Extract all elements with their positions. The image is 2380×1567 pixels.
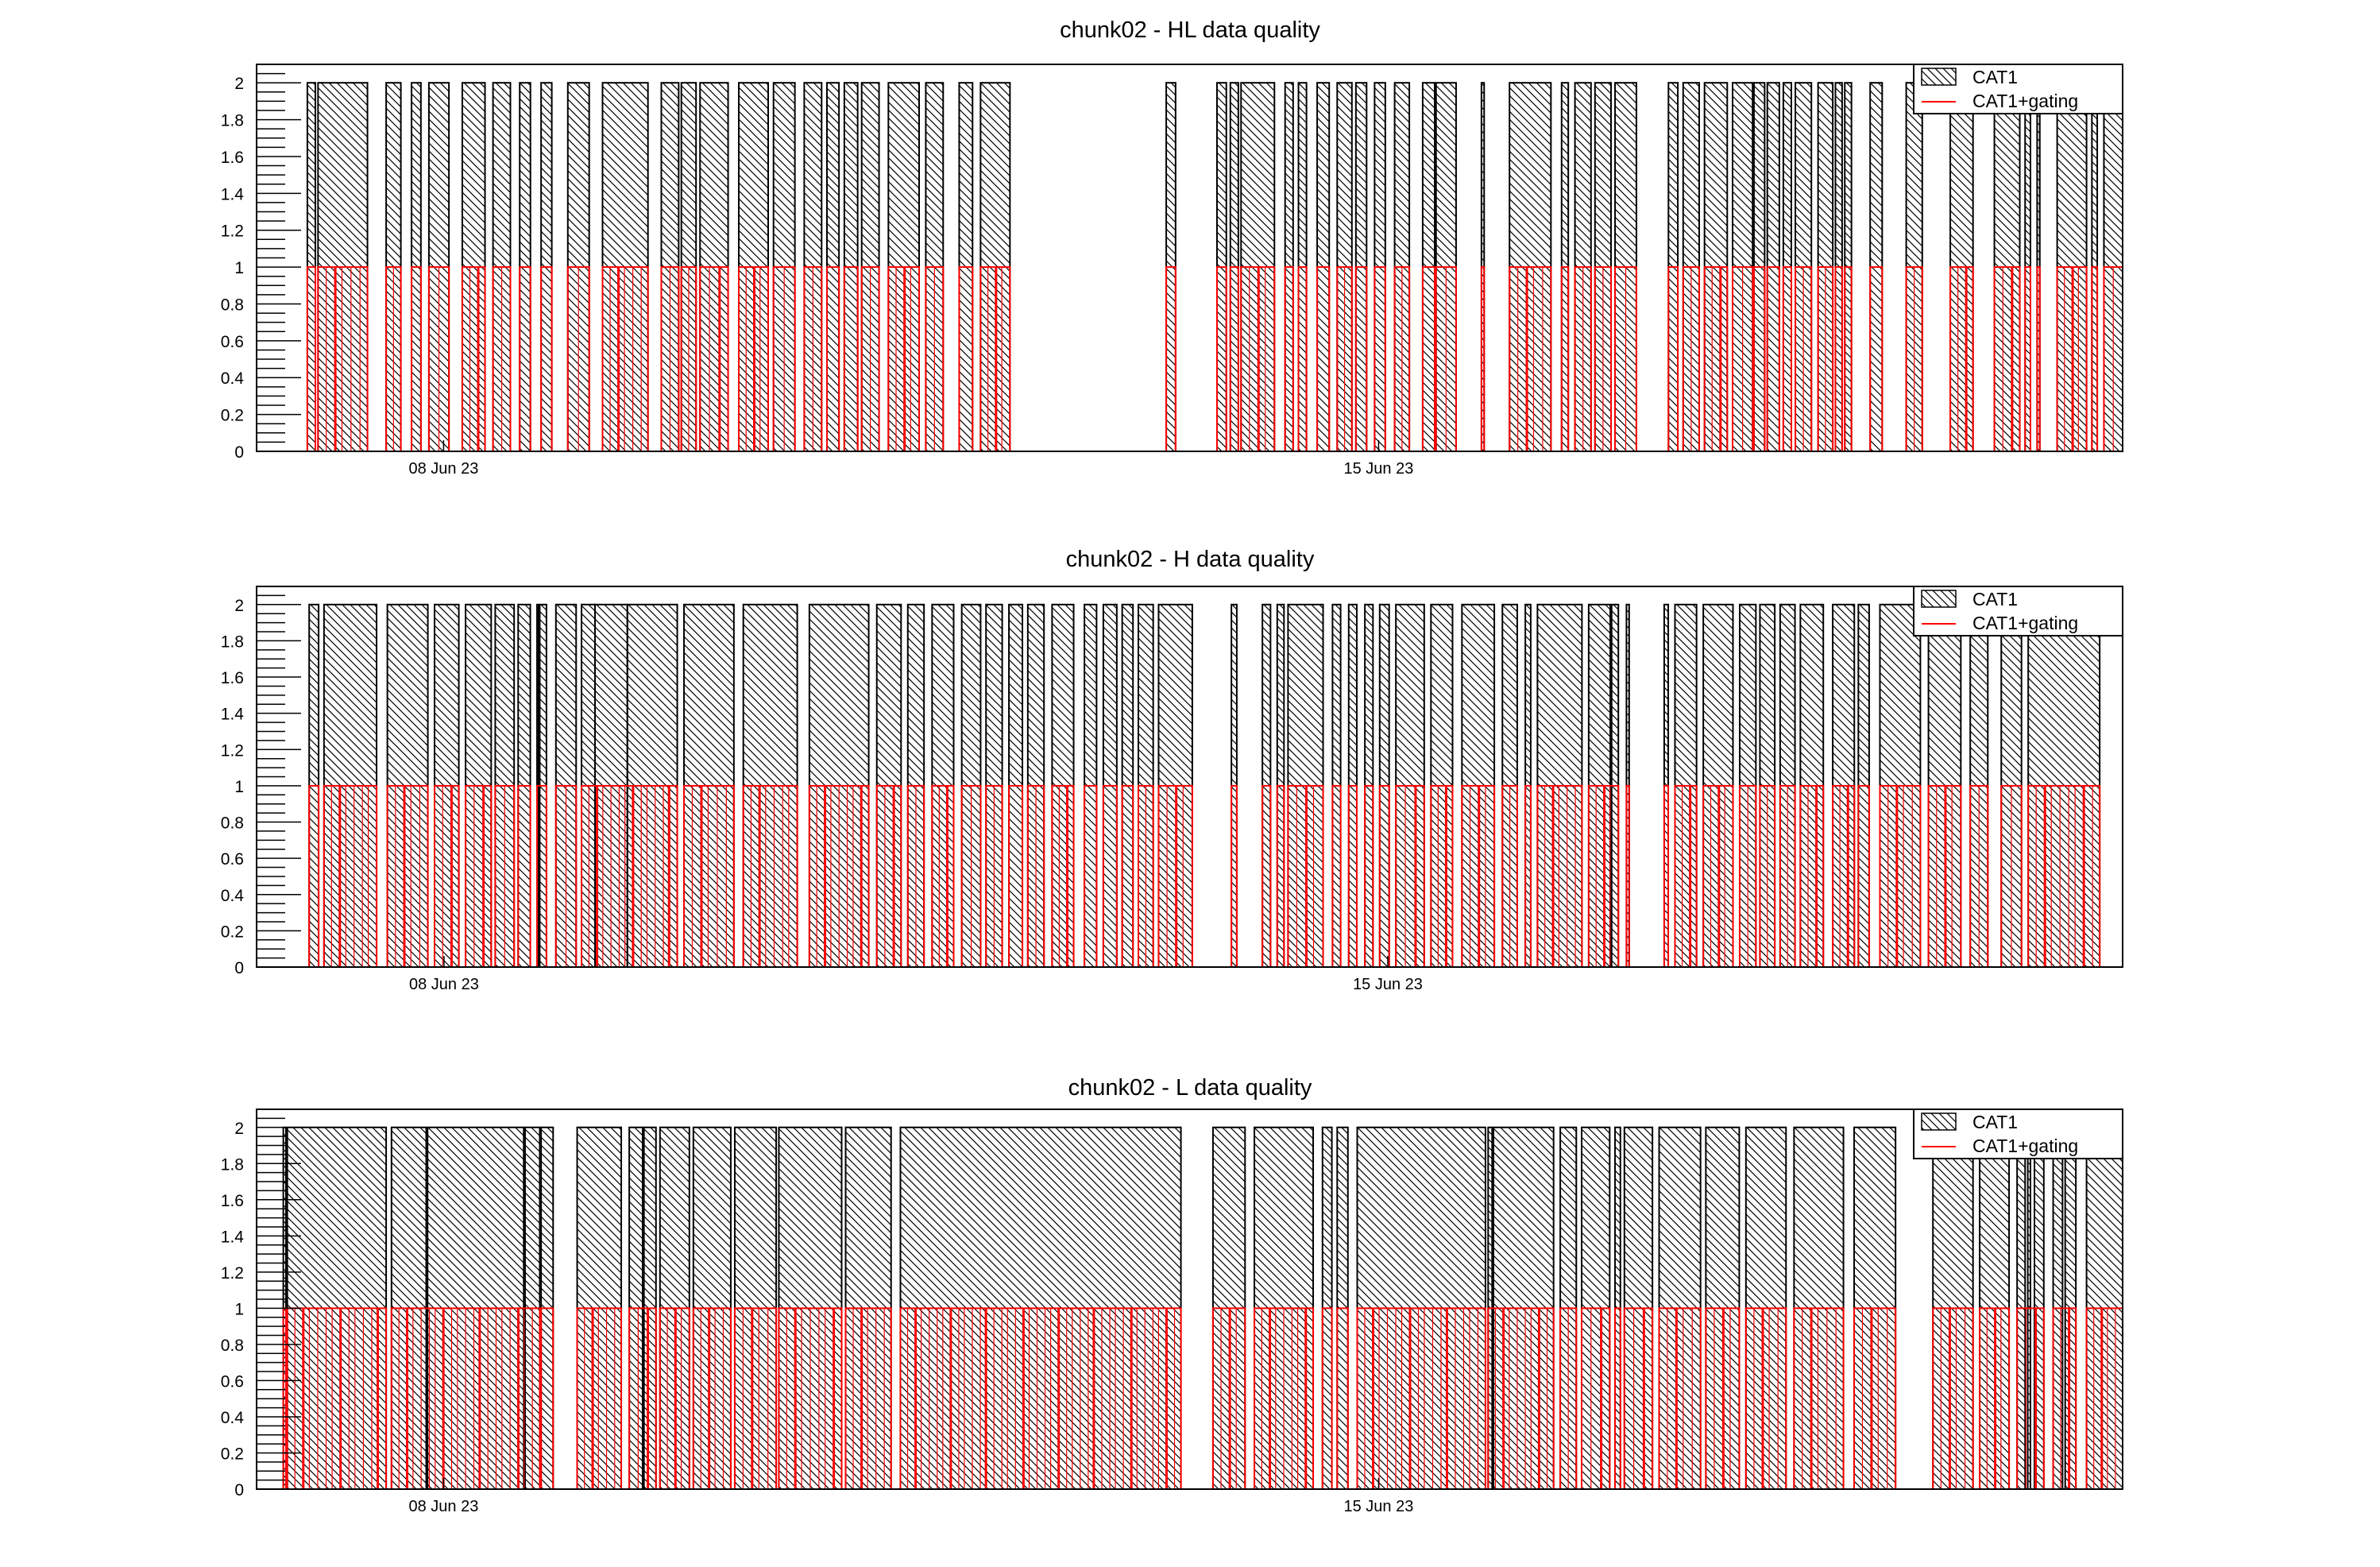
x-tick-label: 15 Jun 23 [1353, 976, 1423, 993]
panel-h: chunk02 - H data quality 0 0.2 0.4 0.6 0.8 1 1… [221, 547, 2123, 993]
chart-title: chunk02 - L data quality [1068, 1075, 1312, 1101]
legend: CAT1 CAT1+gating [1913, 586, 2123, 636]
x-tick-label: 15 Jun 23 [1343, 460, 1413, 478]
legend-swatch-cat1 [1921, 1112, 1957, 1131]
legend-label-gating: CAT1+gating [1972, 91, 2078, 111]
x-tick-label: 08 Jun 23 [408, 1498, 478, 1515]
y-tick-label: 1.6 [221, 1192, 244, 1210]
legend-label-cat1: CAT1 [1972, 67, 2018, 87]
legend-swatch-cat1 [1921, 68, 1957, 86]
y-tick-label: 1.8 [221, 633, 244, 651]
chart-title: chunk02 - H data quality [1066, 547, 1315, 572]
y-tick-label: 2 [234, 597, 244, 615]
chart-title: chunk02 - HL data quality [1060, 17, 1320, 43]
y-tick-label: 1.2 [221, 741, 244, 760]
y-tick-label: 0.8 [221, 296, 244, 314]
x-tick-label: 15 Jun 23 [1343, 1498, 1413, 1515]
x-tick-label: 08 Jun 23 [409, 976, 479, 993]
y-tick-label: 0.4 [221, 887, 245, 905]
y-tick-label: 2 [234, 1120, 244, 1138]
x-tick-label: 08 Jun 23 [408, 460, 478, 478]
y-tick-label: 1.8 [221, 1155, 244, 1174]
y-tick-label: 1 [234, 259, 244, 277]
y-tick-label: 1.6 [221, 669, 244, 687]
y-tick-label: 1.4 [221, 706, 245, 724]
y-tick-label: 0.4 [221, 370, 245, 388]
y-tick-label: 0.2 [221, 1445, 244, 1463]
y-tick-label: 1.4 [221, 185, 245, 203]
y-tick-label: 1.4 [221, 1228, 245, 1246]
y-tick-label: 1.2 [221, 1264, 244, 1283]
plot-area: 0 0.2 0.4 0.6 0.8 1 1.2 1.4 1.6 1.8 2 08 Jun 23 15 J… [221, 586, 2123, 993]
legend-label-cat1: CAT1 [1972, 1112, 2018, 1132]
y-tick-label: 1.6 [221, 149, 244, 167]
legend-label-cat1: CAT1 [1972, 589, 2018, 609]
y-tick-label: 0.6 [221, 1372, 244, 1391]
y-tick-label: 0 [234, 443, 244, 462]
y-tick-label: 0.2 [221, 923, 244, 941]
y-tick-label: 1 [234, 778, 244, 796]
plot-area: 0 0.2 0.4 0.6 0.8 1 1.2 1.4 1.6 1.8 2 08 Jun 23 15 J… [221, 64, 2123, 478]
legend: CAT1 CAT1+gating [1913, 64, 2123, 114]
y-tick-label: 0.4 [221, 1409, 245, 1427]
y-tick-label: 0.8 [221, 814, 244, 833]
y-tick-label: 0 [234, 959, 244, 977]
y-tick-label: 0.2 [221, 407, 244, 425]
plot-area: 0 0.2 0.4 0.6 0.8 1 1.2 1.4 1.6 1.8 2 08 Jun 23 15 J… [221, 1109, 2124, 1515]
y-tick-label: 1.2 [221, 222, 244, 241]
y-tick-label: 0.6 [221, 333, 244, 351]
legend: CAT1 CAT1+gating [1913, 1109, 2123, 1159]
legend-label-gating: CAT1+gating [1972, 613, 2078, 633]
y-tick-label: 2 [234, 75, 244, 93]
y-tick-label: 1.8 [221, 112, 244, 130]
y-tick-label: 0 [234, 1481, 244, 1499]
panel-hl: chunk02 - HL data quality 0 0.2 0.4 0.6 0.8 1… [221, 17, 2123, 478]
y-tick-label: 0.6 [221, 850, 244, 869]
y-tick-label: 0.8 [221, 1337, 244, 1355]
panel-l: chunk02 - L data quality 0 0.2 0.4 0.6 0.8 1 1… [221, 1075, 2124, 1515]
legend-label-gating: CAT1+gating [1972, 1136, 2078, 1156]
legend-swatch-cat1 [1921, 590, 1957, 608]
y-tick-label: 1 [234, 1300, 244, 1318]
